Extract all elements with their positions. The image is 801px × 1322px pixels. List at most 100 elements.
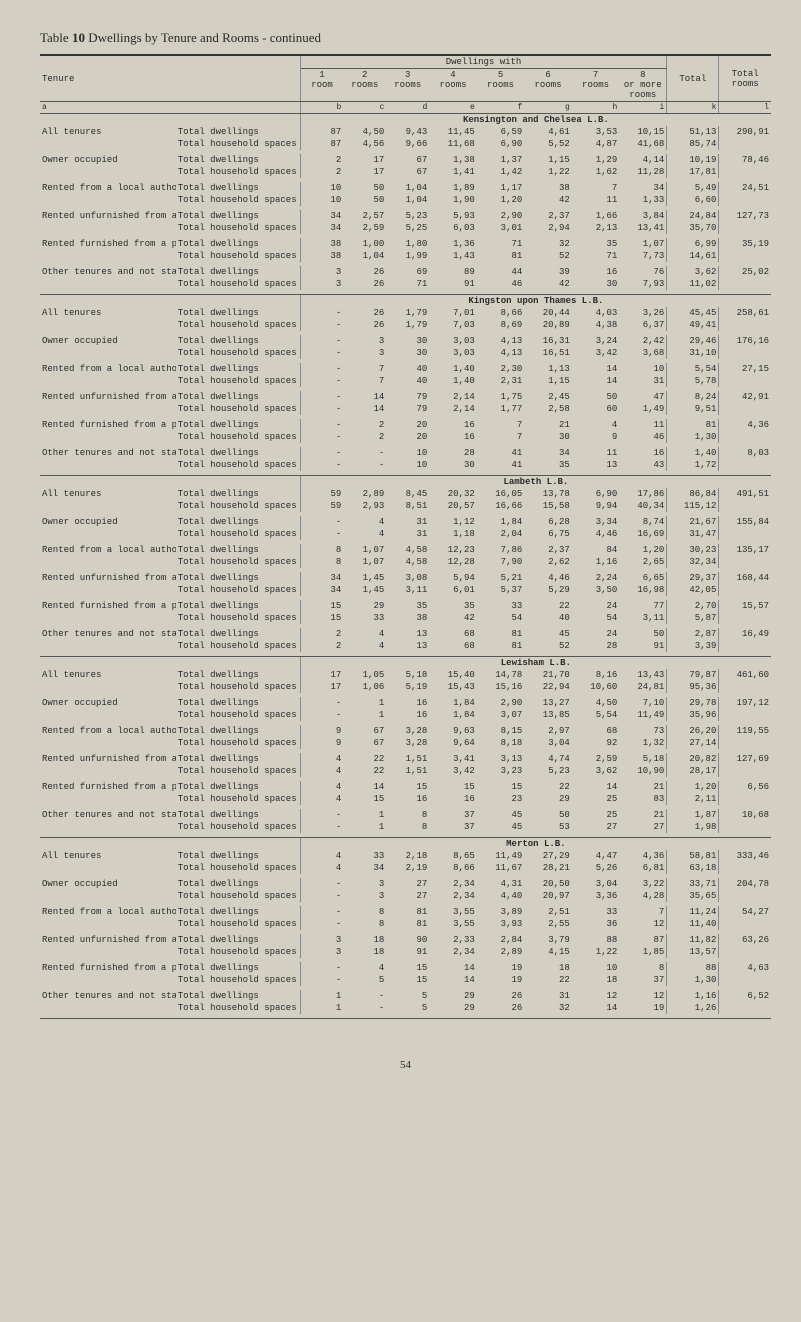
- data-cell: 1,20: [477, 194, 525, 206]
- col-total-header: Total: [667, 55, 719, 102]
- table-row: Other tenures and not statedTotal dwelli…: [40, 447, 771, 459]
- data-cell: 1,22: [572, 946, 620, 958]
- data-cell: 119,55: [719, 725, 771, 737]
- data-cell: 76: [619, 266, 667, 278]
- data-cell: 12,23: [429, 544, 477, 556]
- data-cell: [719, 793, 771, 805]
- data-cell: 73: [619, 725, 667, 737]
- data-cell: 22: [343, 765, 386, 777]
- measure-label: Total dwellings: [176, 809, 300, 821]
- data-cell: 16,49: [719, 628, 771, 640]
- data-cell: 15,57: [719, 600, 771, 612]
- data-cell: 3,53: [572, 126, 620, 138]
- section-name: Lambeth L.B.: [300, 476, 771, 488]
- data-cell: 4,61: [524, 126, 572, 138]
- data-cell: 35,70: [667, 222, 719, 234]
- measure-label: Total dwellings: [176, 572, 300, 584]
- data-cell: [719, 194, 771, 206]
- data-cell: 24: [572, 628, 620, 640]
- measure-label: Total household spaces: [176, 737, 300, 749]
- data-cell: 44: [477, 266, 525, 278]
- data-cell: 15: [386, 974, 429, 986]
- tenure-label: Owner occupied: [40, 154, 176, 178]
- col-rooms-5: 5 rooms: [477, 69, 525, 102]
- data-cell: 39: [524, 266, 572, 278]
- data-cell: 1: [343, 821, 386, 833]
- section-name: Kensington and Chelsea L.B.: [300, 114, 771, 127]
- data-cell: 8: [343, 918, 386, 930]
- data-cell: 7: [343, 375, 386, 387]
- measure-label: Total household spaces: [176, 1002, 300, 1014]
- data-cell: 13,78: [524, 488, 572, 500]
- table-title: Table 10 Dwellings by Tenure and Rooms -…: [40, 30, 771, 46]
- data-cell: 1,45: [343, 572, 386, 584]
- data-cell: 3,03: [429, 347, 477, 359]
- data-cell: 14: [429, 962, 477, 974]
- table-row: Owner occupiedTotal dwellings-3303,034,1…: [40, 335, 771, 347]
- data-cell: 7: [477, 431, 525, 443]
- data-cell: -: [300, 319, 343, 331]
- measure-label: Total dwellings: [176, 516, 300, 528]
- col-dwellings-with: Dwellings with: [300, 55, 667, 69]
- data-cell: 1,99: [386, 250, 429, 262]
- data-cell: 38: [300, 250, 343, 262]
- section-name: Lewisham L.B.: [300, 657, 771, 669]
- data-cell: -: [343, 459, 386, 471]
- data-cell: 7,93: [619, 278, 667, 290]
- section-header: Merton L.B.: [40, 838, 771, 850]
- data-cell: 29,46: [667, 335, 719, 347]
- data-cell: 3,04: [524, 737, 572, 749]
- data-cell: 71: [386, 278, 429, 290]
- tenure-label: Owner occupied: [40, 335, 176, 359]
- data-cell: 1,26: [667, 1002, 719, 1014]
- data-cell: 27: [386, 890, 429, 902]
- section-divider: [40, 1019, 771, 1020]
- measure-label: Total dwellings: [176, 335, 300, 347]
- data-cell: 2,18: [386, 850, 429, 862]
- title-rest: Dwellings by Tenure and Rooms - continue…: [85, 30, 321, 45]
- data-cell: 30: [429, 459, 477, 471]
- data-cell: 8,03: [719, 447, 771, 459]
- data-cell: 8: [343, 906, 386, 918]
- data-cell: 21: [524, 419, 572, 431]
- data-cell: 4,63: [719, 962, 771, 974]
- col-rooms-4: 4 rooms: [429, 69, 477, 102]
- data-cell: 9,51: [667, 403, 719, 415]
- data-cell: 1,84: [429, 709, 477, 721]
- data-cell: 29: [524, 793, 572, 805]
- data-cell: 11: [572, 447, 620, 459]
- data-cell: 16: [429, 431, 477, 443]
- measure-label: Total household spaces: [176, 528, 300, 540]
- table-row: Other tenures and not statedTotal dwelli…: [40, 990, 771, 1002]
- data-cell: 67: [386, 154, 429, 166]
- data-cell: 461,60: [719, 669, 771, 681]
- data-cell: 1,75: [477, 391, 525, 403]
- data-cell: 5,25: [386, 222, 429, 234]
- data-cell: 68: [429, 628, 477, 640]
- data-cell: 8,16: [572, 669, 620, 681]
- measure-label: Total dwellings: [176, 878, 300, 890]
- data-cell: 79,87: [667, 669, 719, 681]
- col-rooms-6: 6 rooms: [524, 69, 572, 102]
- data-cell: 3: [300, 278, 343, 290]
- data-cell: 30: [572, 278, 620, 290]
- data-cell: 42,05: [667, 584, 719, 596]
- data-cell: 17: [343, 166, 386, 178]
- data-cell: 1: [343, 709, 386, 721]
- data-cell: -: [300, 918, 343, 930]
- col-rooms-7: 7 rooms: [572, 69, 620, 102]
- col-letter-e: e: [429, 102, 477, 114]
- table-row: Rented furnished from a private person o…: [40, 419, 771, 431]
- data-cell: 42: [524, 278, 572, 290]
- data-cell: 1,80: [386, 238, 429, 250]
- data-cell: 1,41: [429, 166, 477, 178]
- data-cell: 25: [572, 809, 620, 821]
- measure-label: Total household spaces: [176, 946, 300, 958]
- tenure-label: All tenures: [40, 850, 176, 874]
- data-cell: 90: [386, 934, 429, 946]
- measure-label: Total household spaces: [176, 250, 300, 262]
- measure-label: Total household spaces: [176, 431, 300, 443]
- data-cell: 1,15: [524, 375, 572, 387]
- data-cell: 87: [300, 138, 343, 150]
- table-row: Rented furnished from a private person o…: [40, 962, 771, 974]
